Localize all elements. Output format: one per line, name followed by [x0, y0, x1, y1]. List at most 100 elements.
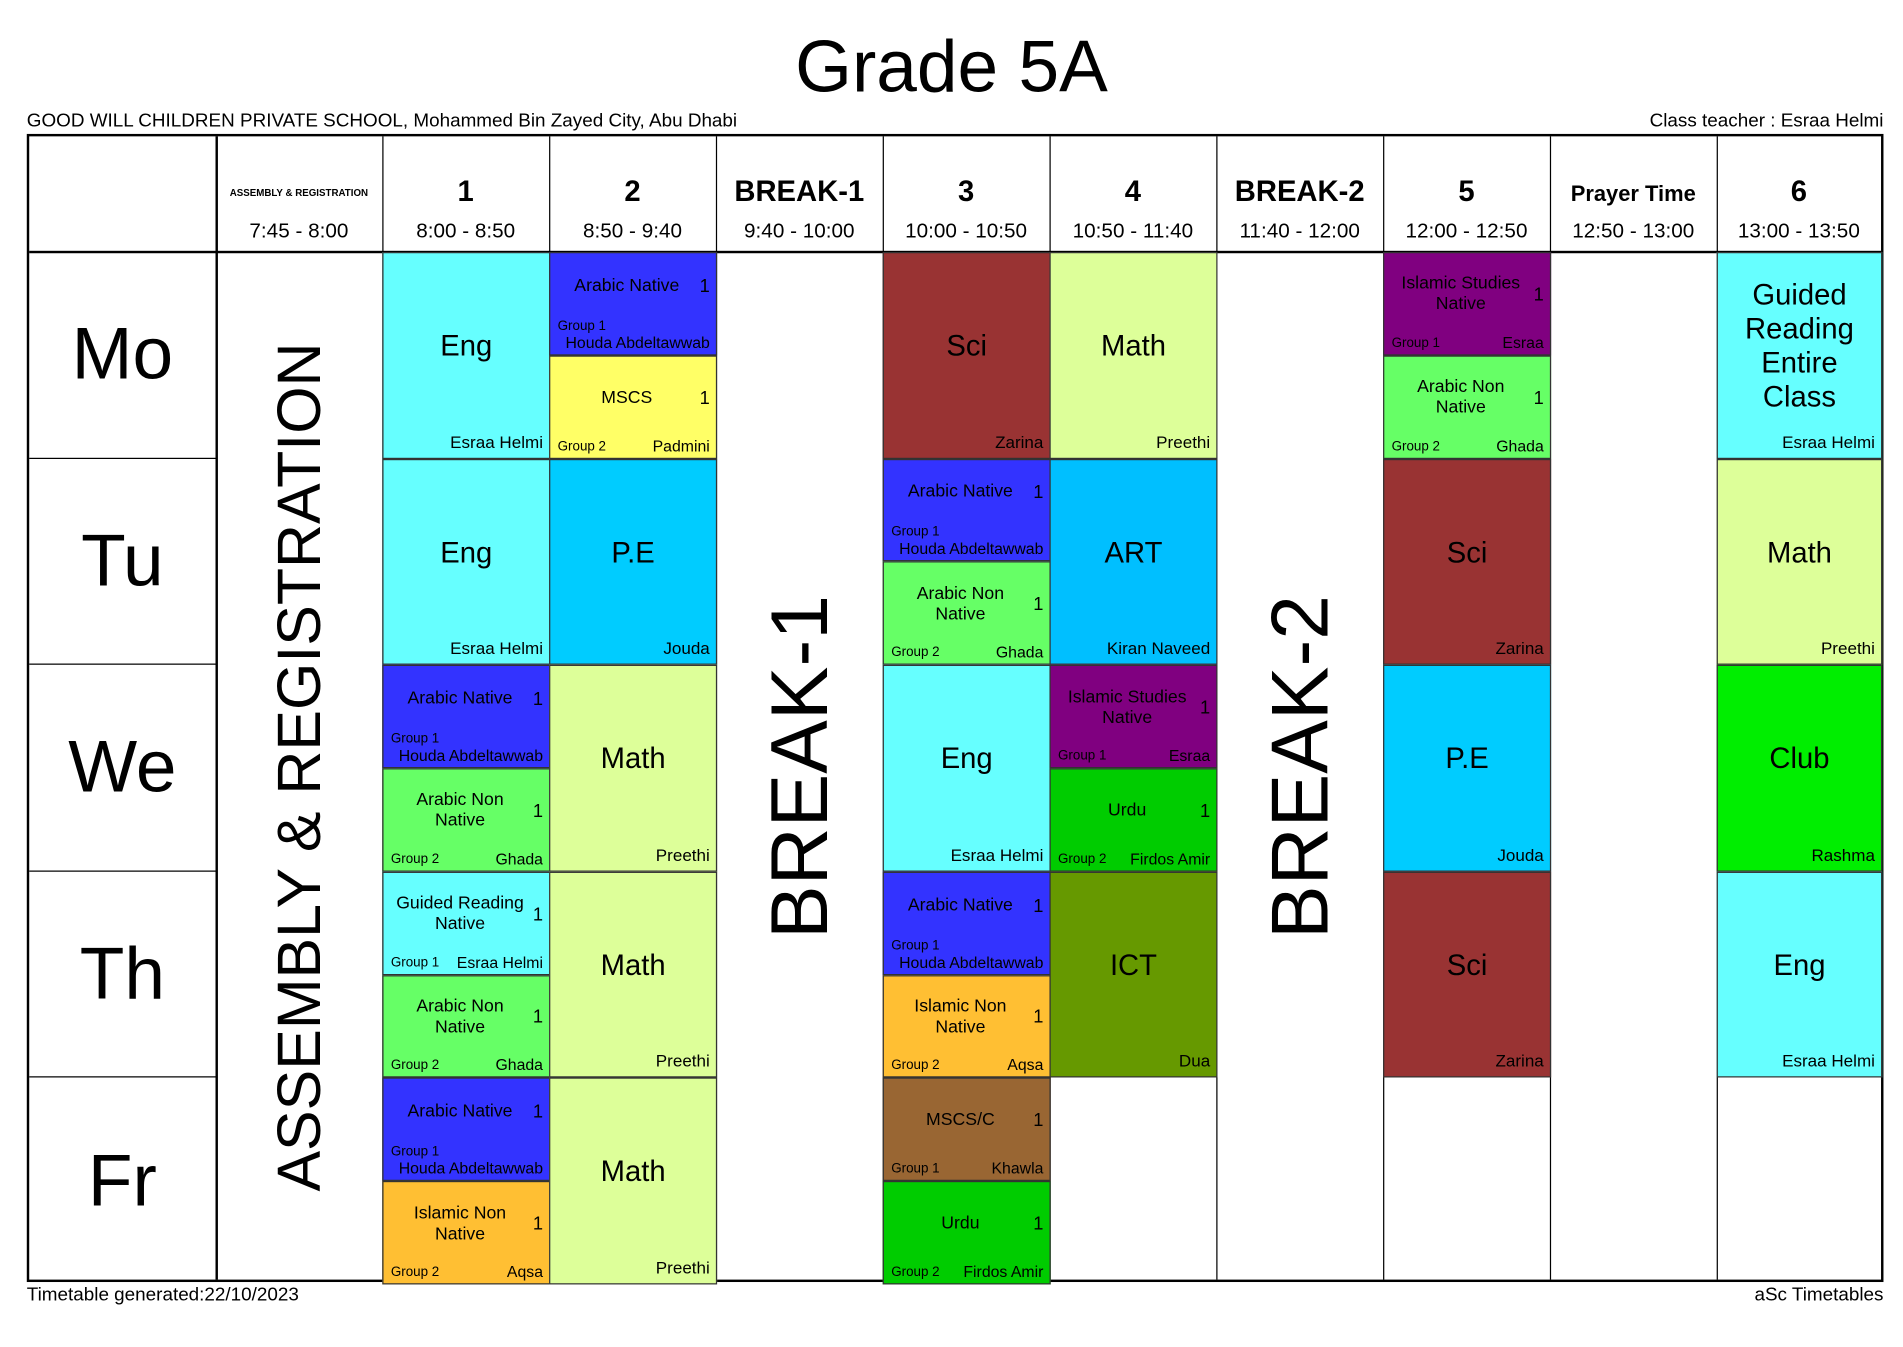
lesson-group: Group 1 [891, 525, 940, 540]
lesson-subject: Arabic Native [907, 482, 1013, 503]
lesson-count: 1 [699, 388, 710, 409]
lesson-subject: ICT [1109, 949, 1158, 983]
column-header: BREAK-1 9:40 - 10:00 [716, 136, 883, 250]
lesson-subject: Arabic Non Native [416, 997, 504, 1038]
lesson-subject: Math [1101, 330, 1166, 363]
lesson-card[interactable]: Arabic Non Native 1 Group 2 Ghada [382, 974, 551, 1078]
lesson-card[interactable]: Guided Reading Native 1 Group 1 Esraa Helmi [382, 871, 551, 975]
column-header: 5 12:00 - 12:50 [1383, 136, 1550, 250]
lesson-card[interactable]: ART Kiran Naveed [1049, 458, 1218, 665]
lesson-card[interactable]: P.E Jouda [549, 458, 718, 665]
period-time: 13:00 - 13:50 [1737, 219, 1860, 243]
lesson-teacher: Houda Abdeltawwab [398, 746, 544, 765]
lesson-card[interactable]: Math Preethi [1049, 252, 1218, 459]
lesson-group: Group 1 [390, 955, 440, 970]
lesson-card[interactable]: Arabic Native 1 Group 1 Houda Abdeltawwab [549, 252, 718, 356]
period-label: ASSEMBLY & REGISTRATION [229, 187, 369, 199]
lesson-subject-row: Arabic Non Native 1 [391, 978, 543, 1057]
lesson-teacher: Zarina [1495, 1051, 1544, 1071]
lesson-subject: MSCS/C [926, 1110, 995, 1131]
lesson-card[interactable]: Arabic Native 1 Group 1 Houda Abdeltawwab [882, 458, 1051, 562]
lesson-footer: Group 1 Esraa [1392, 334, 1544, 352]
lesson-card[interactable]: MSCS/C 1 Group 1 Khawla [882, 1077, 1051, 1182]
lesson-card[interactable]: Arabic Native 1 Group 1 Houda Abdeltawwab [382, 1077, 551, 1182]
lesson-card[interactable]: ICT Dua [1049, 871, 1218, 1078]
lesson-count: 1 [1200, 800, 1211, 822]
lesson-count: 1 [1033, 895, 1044, 917]
grid-line [29, 870, 216, 872]
lesson-group: Group 2 [390, 1058, 440, 1074]
lesson-footer: Group 2 Ghada [1391, 436, 1544, 455]
day-label: Mo [71, 313, 174, 395]
period-time: 12:50 - 13:00 [1572, 219, 1695, 243]
lesson-card[interactable]: Islamic Non Native 1 Group 2 Aqsa [382, 1181, 551, 1285]
lesson-card[interactable]: Math Preethi [549, 664, 718, 872]
lesson-subject-row: Urdu 1 [891, 1185, 1043, 1264]
lesson-subject: Math [600, 1155, 666, 1189]
lesson-subject: Arabic Native [574, 276, 680, 296]
spanning-block-break: BREAK-2 [1216, 251, 1383, 1283]
lesson-card[interactable]: Urdu 1 Group 2 Firdos Amir [1049, 768, 1218, 872]
lesson-group: Group 2 [390, 852, 440, 867]
class-teacher: Class teacher : Esraa Helmi [1649, 110, 1884, 132]
generated-date: Timetable generated:22/10/2023 [26, 1284, 299, 1306]
lesson-card[interactable]: Arabic Native 1 Group 1 Houda Abdeltawwab [882, 871, 1051, 975]
lesson-card[interactable]: Sci Zarina [1383, 871, 1552, 1078]
lesson-card[interactable]: Eng Esraa Helmi [382, 252, 551, 459]
day-label: Tu [81, 519, 164, 602]
column-header: 2 8:50 - 9:40 [549, 136, 716, 250]
lesson-group: Group 1 [891, 1161, 940, 1177]
lesson-card[interactable]: Math Preethi [549, 871, 718, 1078]
lesson-teacher: Esraa Helmi [450, 638, 544, 658]
day-label: Th [79, 932, 165, 1015]
period-time: 10:50 - 11:40 [1072, 219, 1194, 243]
period-time: 11:40 - 12:00 [1239, 219, 1360, 243]
lesson-count: 1 [1533, 284, 1544, 306]
lesson-teacher: Esraa Helmi [450, 431, 544, 452]
lesson-footer: Group 1 Houda Abdeltawwab [558, 318, 710, 352]
lesson-card[interactable]: Eng Esraa Helmi [382, 458, 551, 665]
lesson-card[interactable]: Math Preethi [549, 1077, 718, 1285]
lesson-card[interactable]: Arabic Non Native 1 Group 2 Ghada [382, 768, 551, 872]
lesson-subject-row: Arabic Native 1 [891, 462, 1044, 524]
lesson-teacher: Esraa Helmi [456, 952, 544, 972]
lesson-subject: Eng [440, 536, 493, 570]
lesson-footer: Group 1 Houda Abdeltawwab [891, 937, 1043, 971]
lesson-card[interactable]: Club Rashma [1716, 664, 1883, 872]
lesson-card[interactable]: Arabic Non Native 1 Group 2 Ghada [882, 561, 1051, 665]
period-time: 12:00 - 12:50 [1405, 219, 1528, 243]
lesson-card[interactable]: Sci Zarina [1383, 458, 1552, 665]
lesson-card[interactable]: Islamic Studies Native 1 Group 1 Esraa [1049, 664, 1218, 769]
lesson-card[interactable]: Math Preethi [1716, 458, 1883, 665]
lesson-group: Group 1 [891, 938, 940, 953]
lesson-subject-row: Islamic Studies Native 1 [1392, 256, 1544, 335]
spanning-label: ASSEMBLY & REGISTRATION [264, 342, 333, 1192]
lesson-card[interactable]: Eng Esraa Helmi [1716, 871, 1883, 1078]
lesson-card[interactable]: Guided Reading Entire Class Esraa Helmi [1716, 252, 1883, 459]
lesson-subject-row: Islamic Non Native 1 [891, 978, 1043, 1057]
lesson-card[interactable]: Sci Zarina [882, 252, 1051, 459]
lesson-card[interactable]: Islamic Non Native 1 Group 2 Aqsa [882, 974, 1051, 1078]
grid-line [29, 457, 216, 459]
lesson-subject: Urdu [1108, 800, 1147, 821]
lesson-group: Group 2 [1391, 439, 1440, 454]
lesson-subject: Eng [440, 330, 493, 363]
lesson-card[interactable]: MSCS 1 Group 2 Padmini [549, 355, 718, 459]
lesson-subject-row: Arabic Native 1 [558, 256, 710, 318]
lesson-card[interactable]: Arabic Non Native 1 Group 2 Ghada [1383, 355, 1552, 459]
column-header: 4 10:50 - 11:40 [1049, 136, 1216, 250]
lesson-card[interactable]: Eng Esraa Helmi [882, 664, 1051, 872]
lesson-footer: Group 2 Aqsa [891, 1057, 1043, 1074]
lesson-card[interactable]: Islamic Studies Native 1 Group 1 Esraa [1383, 252, 1552, 356]
lesson-subject-row: MSCS 1 [558, 359, 710, 438]
lesson-card[interactable]: Arabic Native 1 Group 1 Houda Abdeltawwab [382, 664, 551, 769]
lesson-teacher: Ghada [495, 849, 544, 868]
lesson-card[interactable]: Urdu 1 Group 2 Firdos Amir [882, 1181, 1051, 1285]
lesson-teacher: Zarina [1495, 638, 1544, 658]
page-title: Grade 5A [795, 25, 1108, 108]
lesson-card[interactable]: P.E Jouda [1383, 664, 1552, 872]
period-label: Prayer Time [1570, 181, 1696, 206]
lesson-group: Group 1 [390, 1144, 440, 1160]
lesson-teacher: Ghada [1496, 436, 1544, 455]
lesson-subject: Arabic Native [907, 895, 1013, 916]
